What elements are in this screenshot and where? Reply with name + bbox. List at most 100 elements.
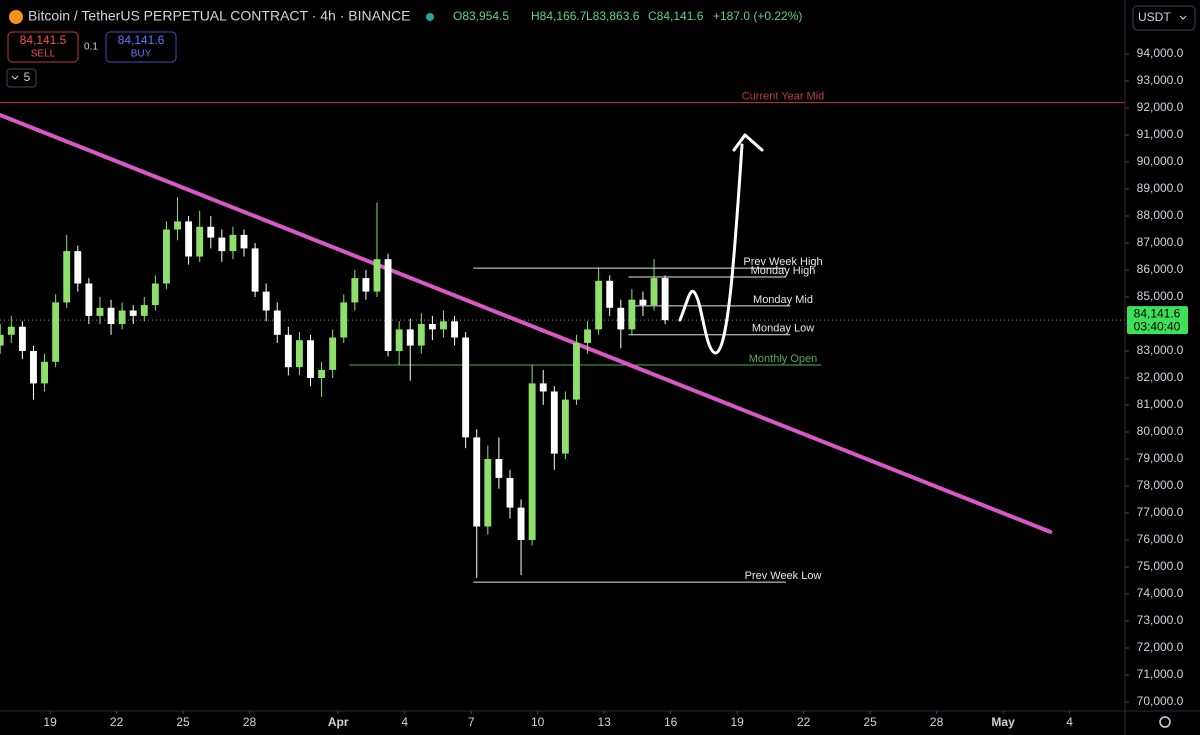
candle-body bbox=[595, 280, 603, 330]
candle-body bbox=[185, 221, 193, 257]
x-tick-label: 28 bbox=[930, 715, 944, 729]
indicator-box[interactable] bbox=[6, 68, 37, 88]
sell-label[interactable]: SELL bbox=[31, 49, 56, 60]
buy-price[interactable]: 84,141.6 bbox=[118, 33, 165, 47]
candle-body bbox=[140, 305, 148, 316]
indicator-toggle[interactable]: 5 bbox=[6, 68, 37, 88]
candle-body bbox=[196, 226, 204, 257]
x-tick-label: 13 bbox=[597, 715, 611, 729]
candle-body bbox=[18, 326, 26, 351]
y-tick-label: 90,000.0 bbox=[1137, 154, 1184, 168]
candle-body bbox=[528, 383, 536, 540]
candle-body bbox=[251, 248, 259, 292]
candle-body bbox=[550, 391, 558, 454]
currency-box[interactable] bbox=[1132, 5, 1196, 31]
candle-body bbox=[362, 278, 370, 292]
y-tick-label: 86,000.0 bbox=[1137, 262, 1184, 276]
y-tick-label: 81,000.0 bbox=[1137, 397, 1184, 411]
arrow-head bbox=[732, 133, 764, 152]
candle-body bbox=[661, 278, 669, 321]
candle-body bbox=[0, 334, 4, 346]
candle-body bbox=[506, 477, 514, 508]
candle-body bbox=[307, 340, 314, 378]
candle-body bbox=[74, 251, 82, 284]
candle-body bbox=[273, 310, 281, 335]
candle-body bbox=[318, 369, 326, 378]
settings-icon[interactable] bbox=[1159, 716, 1171, 728]
status-dot bbox=[426, 13, 434, 21]
y-tick-label: 91,000.0 bbox=[1137, 127, 1184, 141]
buy-button[interactable]: 84,141.6 BUY bbox=[105, 31, 177, 63]
level-label: Monday High bbox=[751, 265, 816, 277]
candle-body bbox=[473, 437, 481, 527]
y-tick-label: 79,000.0 bbox=[1137, 451, 1184, 465]
y-tick-label: 73,000.0 bbox=[1137, 613, 1184, 627]
candle-body bbox=[539, 383, 547, 392]
x-tick-label: May bbox=[991, 715, 1015, 729]
currency-select[interactable]: USDT bbox=[1132, 5, 1196, 31]
level-label: Prev Week High bbox=[743, 256, 822, 268]
candle-body bbox=[606, 280, 614, 308]
indicator-count[interactable]: 5 bbox=[24, 70, 31, 84]
candle-body bbox=[584, 329, 591, 343]
buy-box[interactable] bbox=[105, 31, 177, 63]
candle-body bbox=[617, 307, 625, 330]
chevron[interactable] bbox=[1179, 15, 1187, 20]
candle-body bbox=[207, 226, 215, 238]
x-tick-label: 28 bbox=[243, 715, 257, 729]
candle-body bbox=[129, 310, 137, 316]
candle-body bbox=[462, 337, 470, 438]
coin-icon bbox=[9, 10, 23, 24]
candle-body bbox=[406, 329, 414, 346]
candle-body bbox=[284, 334, 292, 368]
level-label: Current Year Mid bbox=[742, 91, 825, 103]
y-tick-label: 92,000.0 bbox=[1137, 100, 1184, 114]
y-tick-label: 72,000.0 bbox=[1137, 640, 1184, 654]
trendline bbox=[0, 113, 1053, 534]
level-label: Monday Mid bbox=[753, 294, 813, 306]
y-tick-label: 85,000.0 bbox=[1137, 289, 1184, 303]
buy-label[interactable]: BUY bbox=[131, 49, 152, 60]
candle-body bbox=[96, 307, 104, 316]
y-tick-label: 93,000.0 bbox=[1137, 73, 1184, 87]
candle-body bbox=[262, 291, 270, 311]
ohlc-high: H84,166.7 bbox=[531, 9, 587, 23]
candle-body bbox=[295, 340, 303, 368]
symbol-title: Bitcoin / TetherUS PERPETUAL CONTRACT · … bbox=[28, 8, 411, 24]
candle-body bbox=[41, 361, 48, 384]
y-tick-label: 71,000.0 bbox=[1137, 667, 1184, 681]
price-tag-countdown: 03:40:40 bbox=[1134, 319, 1181, 333]
candle-body bbox=[63, 251, 71, 303]
ohlc-close: C84,141.6 bbox=[648, 9, 704, 23]
y-tick-label: 82,000.0 bbox=[1137, 370, 1184, 384]
candle-body bbox=[517, 507, 525, 540]
candle-body bbox=[484, 458, 492, 527]
sell-button[interactable]: 84,141.5 SELL bbox=[7, 31, 79, 63]
x-tick-label: 22 bbox=[110, 715, 124, 729]
candle-body bbox=[52, 302, 60, 362]
candle-body bbox=[451, 321, 459, 338]
x-tick-label: 25 bbox=[863, 715, 877, 729]
candle-body bbox=[373, 259, 381, 292]
x-tick-label: 10 bbox=[531, 715, 545, 729]
candle-body bbox=[240, 234, 248, 249]
candle-body bbox=[7, 326, 15, 335]
chevron[interactable] bbox=[11, 75, 19, 80]
candle-body bbox=[218, 237, 226, 252]
ohlc-change: +187.0 (+0.22%) bbox=[713, 9, 802, 23]
candle-body bbox=[428, 323, 436, 330]
candle-body bbox=[628, 299, 636, 330]
sell-price[interactable]: 84,141.5 bbox=[20, 33, 67, 47]
candle-body bbox=[151, 283, 159, 306]
x-tick-label: 22 bbox=[797, 715, 811, 729]
level-label: Prev Week Low bbox=[745, 570, 822, 582]
candle-body bbox=[384, 259, 392, 351]
currency[interactable]: USDT bbox=[1138, 10, 1171, 24]
sell-box[interactable] bbox=[7, 31, 79, 63]
x-tick-label: Apr bbox=[328, 715, 349, 729]
y-tick-label: 74,000.0 bbox=[1137, 586, 1184, 600]
